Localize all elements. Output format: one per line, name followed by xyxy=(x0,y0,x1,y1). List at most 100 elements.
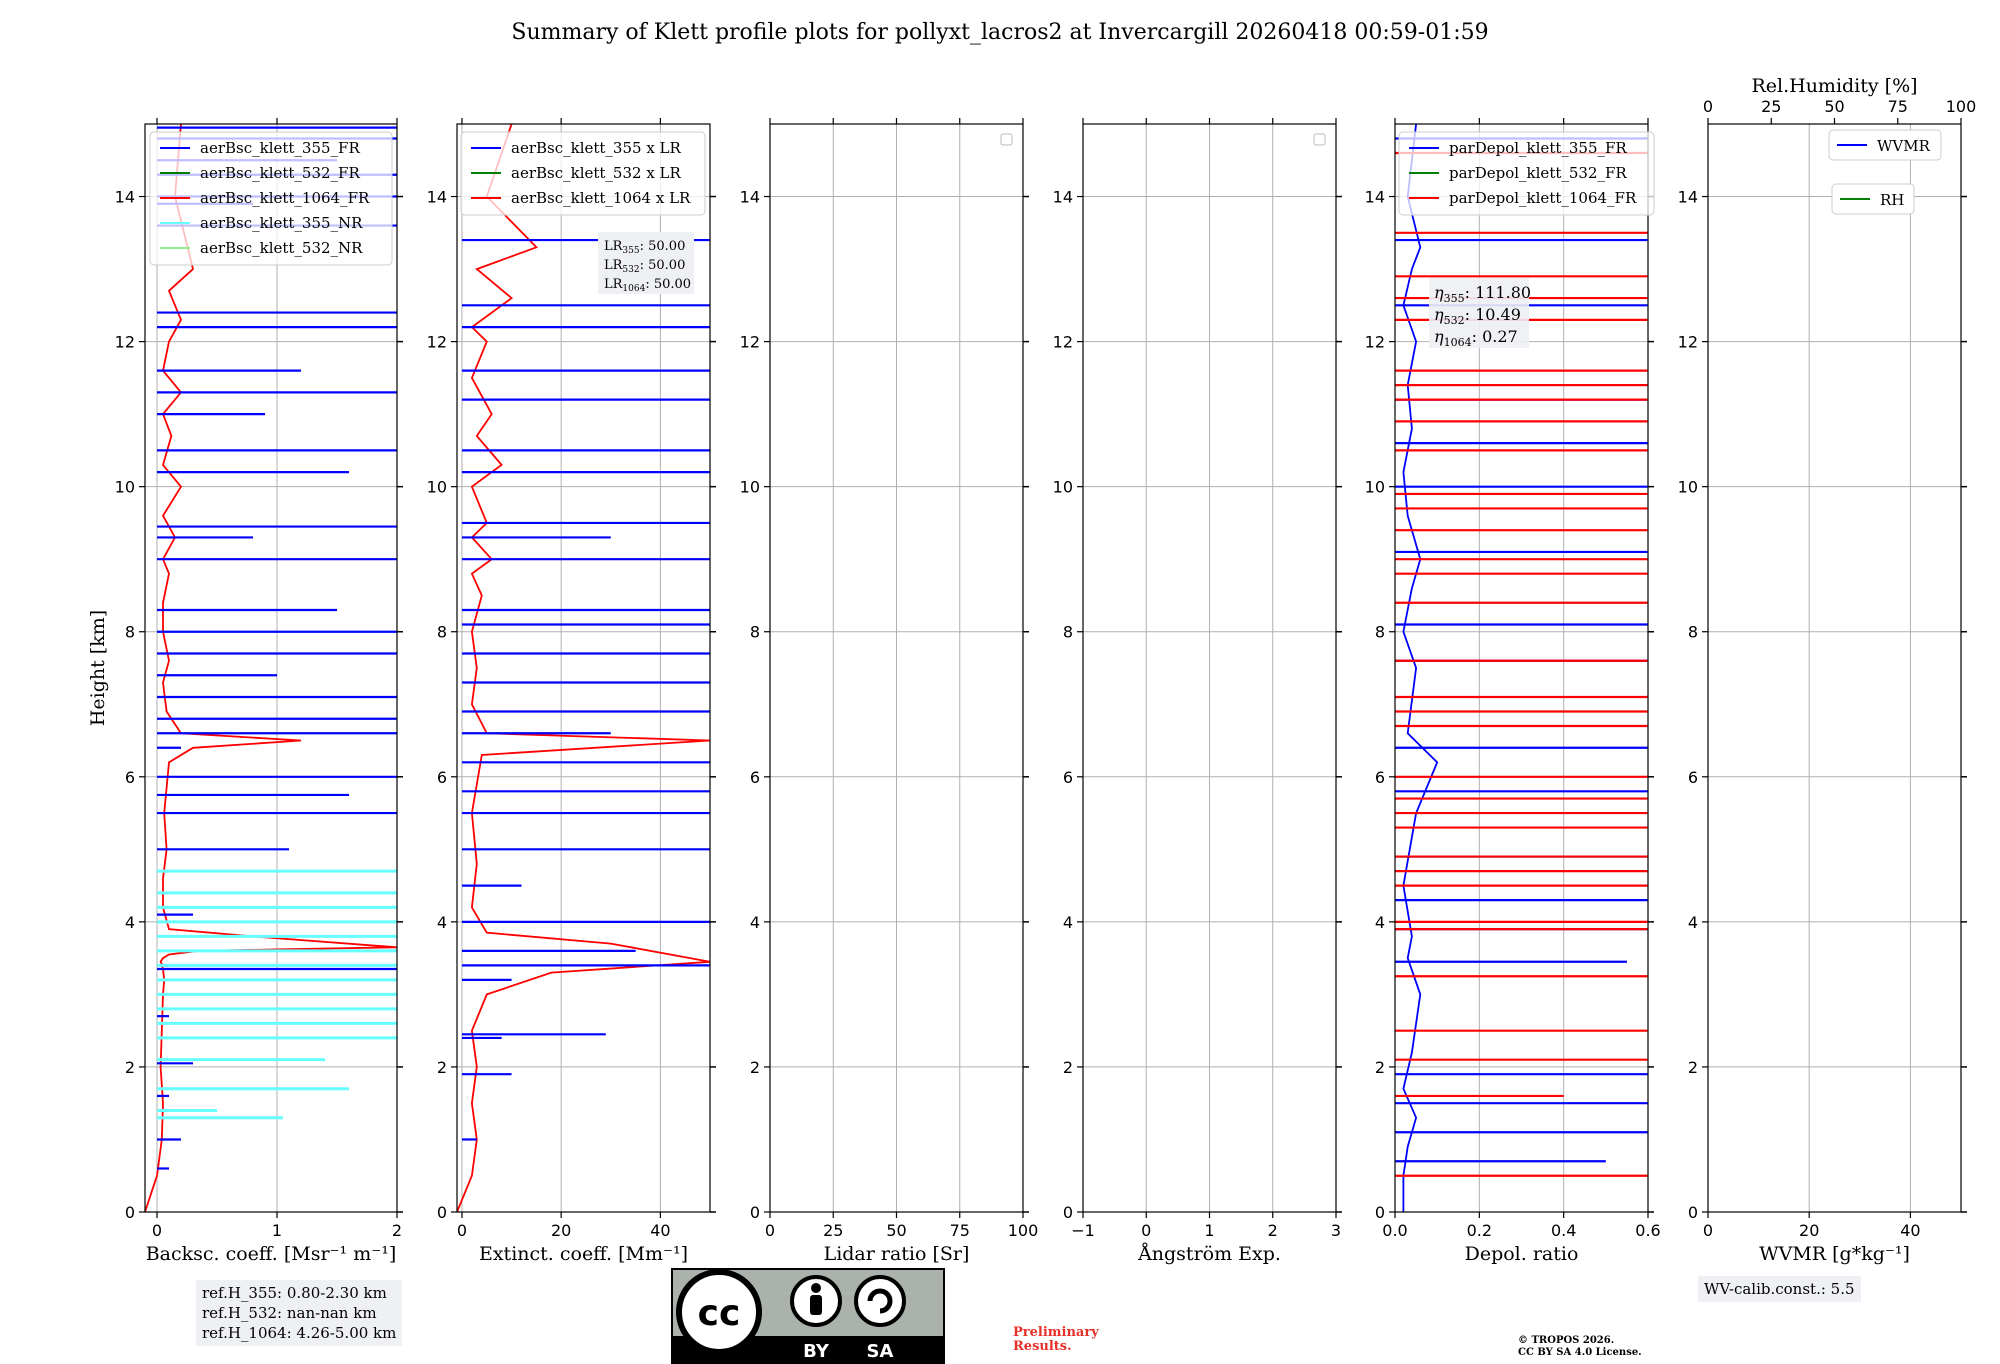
y-tick-label: 10 xyxy=(115,478,135,497)
y-tick-label: 6 xyxy=(437,768,447,787)
panel-depol: 0 2 4 6 8 10 12 14 0.0 0.2 0.4 0.6 Depol. ratio parDe… xyxy=(1365,118,1661,1265)
y-tick-label: 10 xyxy=(1365,478,1385,497)
top-x-tick-label: 100 xyxy=(1946,97,1977,116)
y-tick-label: 4 xyxy=(1375,913,1385,932)
copyright-note: © TROPOS 2026. CC BY SA 4.0 License. xyxy=(1518,1335,1642,1358)
x-tick-label: 75 xyxy=(950,1221,970,1240)
legend-label: aerBsc_klett_355 x LR xyxy=(511,139,682,157)
legend-label: aerBsc_klett_1064_FR xyxy=(200,189,370,207)
x-tick-label: 0 xyxy=(765,1221,775,1240)
y-tick-label: 4 xyxy=(750,913,760,932)
y-tick-label: 4 xyxy=(1063,913,1073,932)
y-tick-label: 4 xyxy=(125,913,135,932)
legend-label: aerBsc_klett_355_FR xyxy=(200,139,360,157)
y-tick-label: 12 xyxy=(115,333,135,352)
legend-label: aerBsc_klett_355_NR xyxy=(200,214,363,232)
y-tick-label: 10 xyxy=(427,478,447,497)
eta-label: η355: 111.80 xyxy=(1434,283,1531,305)
x-tick-label: 25 xyxy=(823,1221,843,1240)
y-tick-label: 12 xyxy=(427,333,447,352)
legend-label: aerBsc_klett_532_FR xyxy=(200,164,360,182)
lidar-ratio-label: LR355: 50.00 xyxy=(604,239,685,256)
x-tick-label: 1 xyxy=(1204,1221,1214,1240)
y-tick-label: 2 xyxy=(1688,1058,1698,1077)
y-tick-label: 12 xyxy=(1678,333,1698,352)
x-tick-label: 3 xyxy=(1331,1221,1341,1240)
legend-box xyxy=(1398,131,1655,216)
x-axis-label: Ångström Exp. xyxy=(1137,1243,1281,1265)
eta-label: η1064: 0.27 xyxy=(1434,327,1518,349)
legend-wvmr: WVMR xyxy=(1828,129,1942,161)
y-tick-label: 6 xyxy=(750,768,760,787)
legend-box xyxy=(1828,129,1942,161)
x-axis-label: Lidar ratio [Sr] xyxy=(824,1243,970,1265)
axes-frame xyxy=(456,123,711,1213)
legend-box xyxy=(149,131,393,266)
legend-label: parDepol_klett_355_FR xyxy=(1449,139,1627,157)
line-aerBsc_klett_1064 x LR xyxy=(457,124,710,1212)
x-axis-label: WVMR [g*kg⁻¹] xyxy=(1759,1243,1910,1265)
x-tick-label: 100 xyxy=(1008,1221,1039,1240)
x-tick-label: 0.0 xyxy=(1382,1221,1407,1240)
sa-share-icon xyxy=(854,1275,906,1327)
y-tick-label: 10 xyxy=(1053,478,1073,497)
wv-calib-box: WV-calib.const.: 5.5 xyxy=(1698,1276,1861,1302)
top-x-tick-label: 75 xyxy=(1888,97,1908,116)
y-tick-label: 8 xyxy=(1688,623,1698,642)
top-x-tick-label: 25 xyxy=(1761,97,1781,116)
x-tick-label: 50 xyxy=(886,1221,906,1240)
y-tick-label: 2 xyxy=(125,1058,135,1077)
axes-frame xyxy=(1394,123,1649,1213)
panel-lidar_ratio: 0 2 4 6 8 10 12 14 0 25 50 75 100 Lidar ratio [Sr] xyxy=(740,118,1039,1265)
y-tick-label: 10 xyxy=(1678,478,1698,497)
y-tick-label: 14 xyxy=(740,188,760,207)
y-tick-label: 8 xyxy=(125,623,135,642)
ref-height-532: ref.H_532: nan-nan km xyxy=(202,1304,377,1322)
x-tick-label: 0 xyxy=(457,1221,467,1240)
y-tick-label: 14 xyxy=(427,188,447,207)
legend-backscatter: aerBsc_klett_355_FR aerBsc_klett_532_FRae… xyxy=(149,131,393,266)
y-tick-label: 4 xyxy=(437,913,447,932)
y-tick-label: 0 xyxy=(1688,1203,1698,1222)
x-tick-label: 0 xyxy=(1141,1221,1151,1240)
y-tick-label: 2 xyxy=(437,1058,447,1077)
annotation-box xyxy=(598,232,694,294)
y-tick-label: 8 xyxy=(1375,623,1385,642)
legend-box xyxy=(1831,183,1915,215)
lidar-ratio-annotation: LR355: 50.00 LR532: 50.00 LR1064: 50.00 xyxy=(598,232,694,294)
legend-label: RH xyxy=(1880,191,1904,209)
x-tick-label: −1 xyxy=(1071,1221,1095,1240)
legend-label: parDepol_klett_532_FR xyxy=(1449,164,1627,182)
cc-icon xyxy=(676,1269,762,1355)
reference-heights-box: ref.H_355: 0.80-2.30 km ref.H_532: nan-n… xyxy=(196,1280,403,1346)
x-tick-label: 20 xyxy=(551,1221,571,1240)
legend-depol: parDepol_klett_355_FR parDepol_klett_532_… xyxy=(1398,131,1655,216)
line-parDepol_klett_355_FR xyxy=(1402,124,1439,1212)
x-tick-label: 2 xyxy=(392,1221,402,1240)
ref-height-355: ref.H_355: 0.80-2.30 km xyxy=(202,1284,387,1302)
series-group-extinction xyxy=(457,124,710,1212)
x-tick-label: 40 xyxy=(650,1221,670,1240)
x-tick-label: 0.2 xyxy=(1467,1221,1492,1240)
legend-label: aerBsc_klett_532_NR xyxy=(200,239,363,257)
x-tick-label: 2 xyxy=(1268,1221,1278,1240)
y-tick-label: 14 xyxy=(1678,188,1698,207)
preliminary-results-note: Preliminary Results. xyxy=(1013,1325,1099,1354)
empty-legend xyxy=(1313,133,1326,146)
y-tick-label: 8 xyxy=(437,623,447,642)
x-tick-label: 0.4 xyxy=(1551,1221,1576,1240)
x-tick-label: 40 xyxy=(1900,1221,1920,1240)
y-tick-label: 6 xyxy=(1375,768,1385,787)
lidar-ratio-label: LR532: 50.00 xyxy=(604,258,685,275)
y-tick-label: 0 xyxy=(750,1203,760,1222)
y-tick-label: 6 xyxy=(125,768,135,787)
y-tick-label: 6 xyxy=(1063,768,1073,787)
panel-wvmr: 0 2 4 6 8 10 12 14 0 20 40 WVMR [g*kg⁻¹] 0 25 50 75 100 R… xyxy=(1678,75,1977,1265)
wv-calib-text: WV-calib.const.: 5.5 xyxy=(1704,1280,1855,1298)
lidar-ratio-label: LR1064: 50.00 xyxy=(604,277,691,294)
top-x-axis-label: Rel.Humidity [%] xyxy=(1751,75,1917,97)
